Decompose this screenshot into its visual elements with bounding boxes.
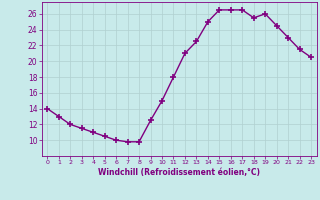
X-axis label: Windchill (Refroidissement éolien,°C): Windchill (Refroidissement éolien,°C) [98, 168, 260, 177]
